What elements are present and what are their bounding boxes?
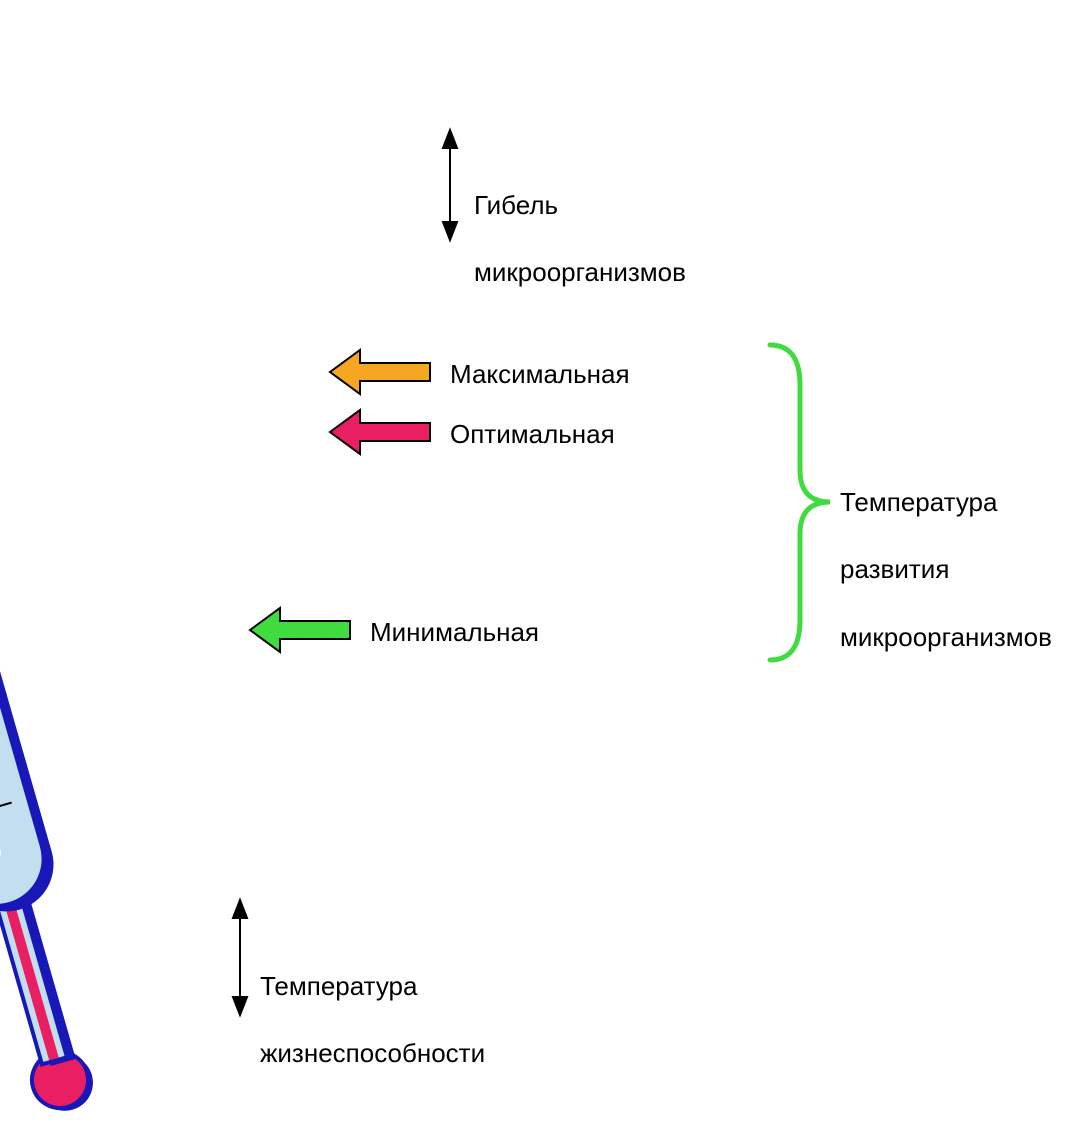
arrow-max <box>330 350 430 394</box>
diagram-canvas: Гибель микроорганизмов Максимальная Опти… <box>0 0 1078 1119</box>
arrow-opt <box>330 410 430 454</box>
label-dev-line2: развития <box>840 554 949 584</box>
brace <box>770 345 830 660</box>
label-dev-line1: Температура <box>840 487 997 517</box>
arrow-min <box>250 608 350 652</box>
label-death: Гибель микроорганизмов <box>474 155 686 290</box>
label-min: Минимальная <box>370 616 539 650</box>
label-development: Температура развития микроорганизмов <box>840 452 1052 655</box>
label-dev-line3: микроорганизмов <box>840 622 1052 652</box>
label-max: Максимальная <box>450 358 630 392</box>
double-arrow-death <box>443 130 457 240</box>
label-viability: Температура жизнеспособности <box>260 936 485 1071</box>
label-death-line1: Гибель <box>474 190 558 220</box>
label-via-line1: Температура <box>260 971 417 1001</box>
label-opt: Оптимальная <box>450 418 615 452</box>
double-arrow-viability <box>233 900 247 1015</box>
label-via-line2: жизнеспособности <box>260 1038 485 1068</box>
label-death-line2: микроорганизмов <box>474 257 686 287</box>
thermometer-group <box>0 37 122 1119</box>
